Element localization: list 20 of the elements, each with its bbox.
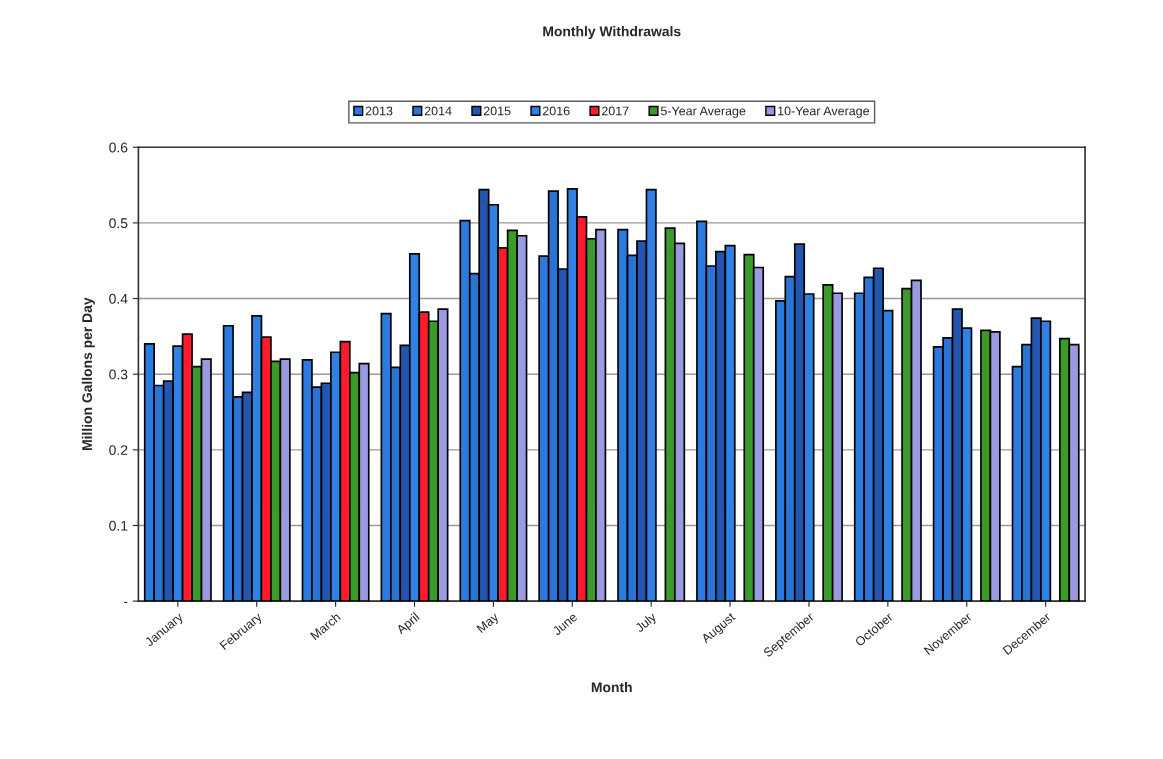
x-tick-label: June [551,612,578,636]
y-axis-title: Million Gallons per Day [81,297,95,451]
x-tick-label: May [476,611,501,635]
legend-label: 2013 [365,106,393,116]
legend-label: 10-Year Average [778,106,870,118]
y-tick-label: 0.4 [109,293,128,304]
y-tick-label: 0.2 [109,445,128,455]
legend-label: 2014 [424,106,452,116]
legend-label: 2015 [483,106,511,116]
y-tick-label: 0.5 [109,218,128,229]
chart-title: Monthly Withdrawals [543,26,681,40]
legend-label: 2017 [601,106,629,116]
y-tick-label: 0.1 [109,520,128,531]
legend-label: 2016 [542,106,570,116]
y-tick-label: 0.3 [109,369,128,380]
x-axis-title: Month [591,681,632,693]
legend-label: 5-Year Average [660,106,746,118]
x-tick-label: July [634,611,659,635]
y-tick-label: - [123,601,128,604]
y-tick-label: 0.6 [109,142,128,153]
